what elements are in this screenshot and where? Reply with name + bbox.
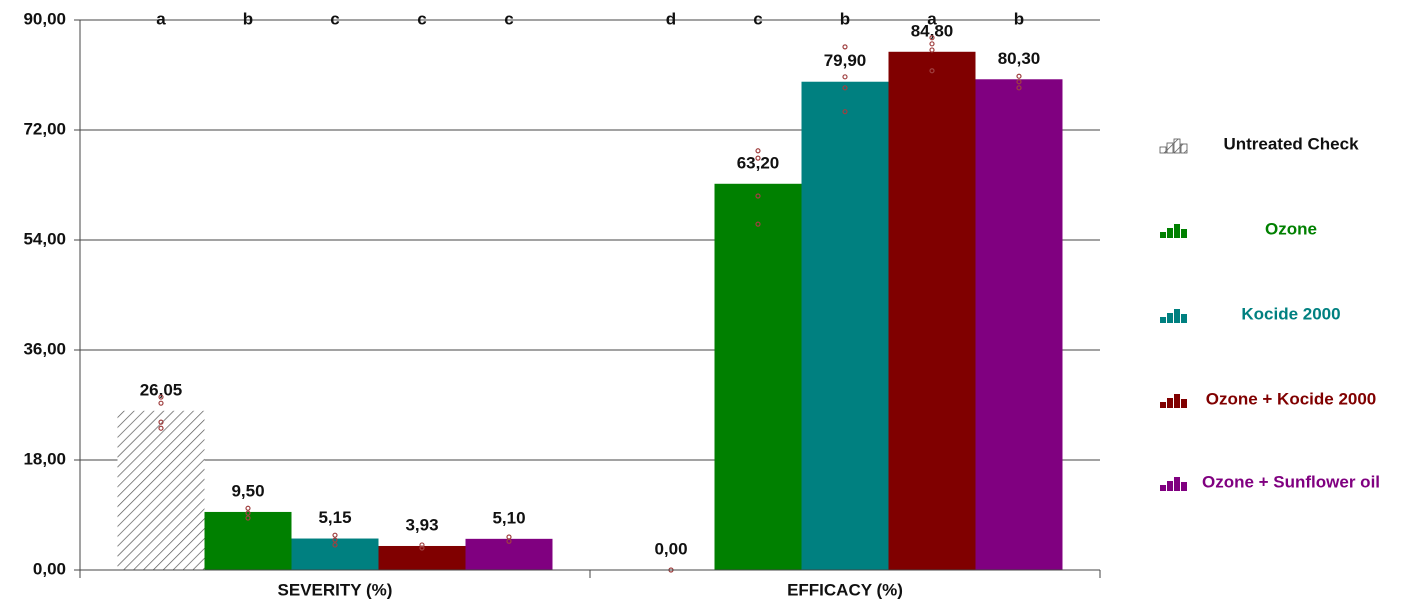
legend-icon	[1180, 143, 1188, 154]
letter: c	[753, 9, 762, 28]
replicate-point	[842, 74, 848, 80]
legend-item: Ozone	[1160, 219, 1317, 238]
replicate-point	[929, 68, 935, 74]
legend-item: Untreated Check	[1159, 134, 1359, 154]
legend-icon	[1181, 314, 1187, 323]
value-label: 9,50	[231, 481, 264, 500]
legend-icon	[1160, 317, 1166, 323]
legend-item: Ozone + Kocide 2000	[1160, 389, 1376, 408]
bar	[291, 538, 379, 570]
legend-label: Untreated Check	[1223, 134, 1359, 153]
letter: b	[1014, 9, 1024, 28]
replicate-point	[755, 155, 761, 161]
y-tick-label: 72,00	[23, 119, 66, 138]
value-label: 26,05	[140, 380, 183, 399]
legend-icon	[1174, 394, 1180, 408]
bar	[117, 410, 205, 570]
legend-icon	[1160, 485, 1166, 491]
letter: c	[330, 9, 339, 28]
replicate-point	[842, 44, 848, 50]
legend-icon	[1167, 398, 1173, 408]
value-label: 3,93	[405, 515, 438, 534]
replicate-point	[755, 221, 761, 227]
replicate-point	[1016, 73, 1022, 79]
legend-icon	[1166, 142, 1174, 154]
legend-label: Ozone + Sunflower oil	[1202, 472, 1380, 491]
letter: b	[840, 9, 850, 28]
bar	[465, 538, 553, 570]
replicate-point	[245, 505, 251, 511]
bar	[801, 81, 889, 570]
replicate-point	[929, 35, 935, 41]
y-tick-label: 90,00	[23, 9, 66, 28]
legend-icon	[1181, 399, 1187, 408]
replicate-point	[1016, 79, 1022, 85]
replicate-point	[158, 419, 164, 425]
letter: c	[504, 9, 513, 28]
value-label: 63,20	[737, 153, 780, 172]
replicate-point	[929, 41, 935, 47]
replicate-point	[506, 538, 512, 544]
bar	[975, 79, 1063, 571]
replicate-point	[842, 85, 848, 91]
legend-icon	[1160, 232, 1166, 238]
replicate-point	[1016, 85, 1022, 91]
replicate-point	[158, 425, 164, 431]
replicate-point	[158, 394, 164, 400]
y-tick-label: 18,00	[23, 449, 66, 468]
value-label: 79,90	[824, 51, 867, 70]
legend-item: Ozone + Sunflower oil	[1160, 472, 1380, 491]
value-label: 80,30	[998, 49, 1041, 68]
replicate-point	[332, 542, 338, 548]
replicate-point	[755, 148, 761, 154]
letter: b	[243, 9, 253, 28]
y-tick-label: 54,00	[23, 229, 66, 248]
y-tick-label: 0,00	[33, 559, 66, 578]
legend-icon	[1167, 313, 1173, 323]
legend-icon	[1174, 477, 1180, 491]
legend-icon	[1181, 482, 1187, 491]
replicate-point	[419, 545, 425, 551]
legend-icon	[1174, 309, 1180, 323]
replicate-point	[929, 47, 935, 53]
replicate-point	[332, 532, 338, 538]
replicate-point	[245, 515, 251, 521]
legend-item: Kocide 2000	[1160, 304, 1341, 323]
legend-icon	[1159, 146, 1167, 154]
legend-icon	[1167, 481, 1173, 491]
letter: a	[927, 9, 937, 28]
replicate-point	[506, 534, 512, 540]
bar	[204, 511, 292, 570]
replicate-point	[158, 400, 164, 406]
replicate-point	[755, 193, 761, 199]
value-label: 5,15	[318, 508, 351, 527]
letter: d	[666, 9, 676, 28]
legend-label: Ozone	[1265, 219, 1317, 238]
value-label: 5,10	[492, 508, 525, 527]
legend-icon	[1181, 229, 1187, 238]
value-label: 0,00	[654, 539, 687, 558]
letter: a	[156, 9, 166, 28]
value-label: 84,80	[911, 21, 954, 40]
legend-label: Kocide 2000	[1241, 304, 1340, 323]
letter: c	[417, 9, 426, 28]
legend-icon	[1167, 228, 1173, 238]
legend-icon	[1174, 224, 1180, 238]
replicate-point	[842, 109, 848, 115]
x-tick-label: SEVERITY (%)	[278, 580, 393, 599]
legend-label: Ozone + Kocide 2000	[1206, 389, 1377, 408]
y-tick-label: 36,00	[23, 339, 66, 358]
replicate-point	[419, 542, 425, 548]
bar	[888, 51, 976, 571]
legend-icon	[1160, 402, 1166, 408]
x-tick-label: EFFICACY (%)	[787, 580, 903, 599]
bar	[714, 183, 802, 570]
legend-icon	[1173, 138, 1181, 154]
replicate-point	[332, 537, 338, 543]
replicate-point	[245, 510, 251, 516]
